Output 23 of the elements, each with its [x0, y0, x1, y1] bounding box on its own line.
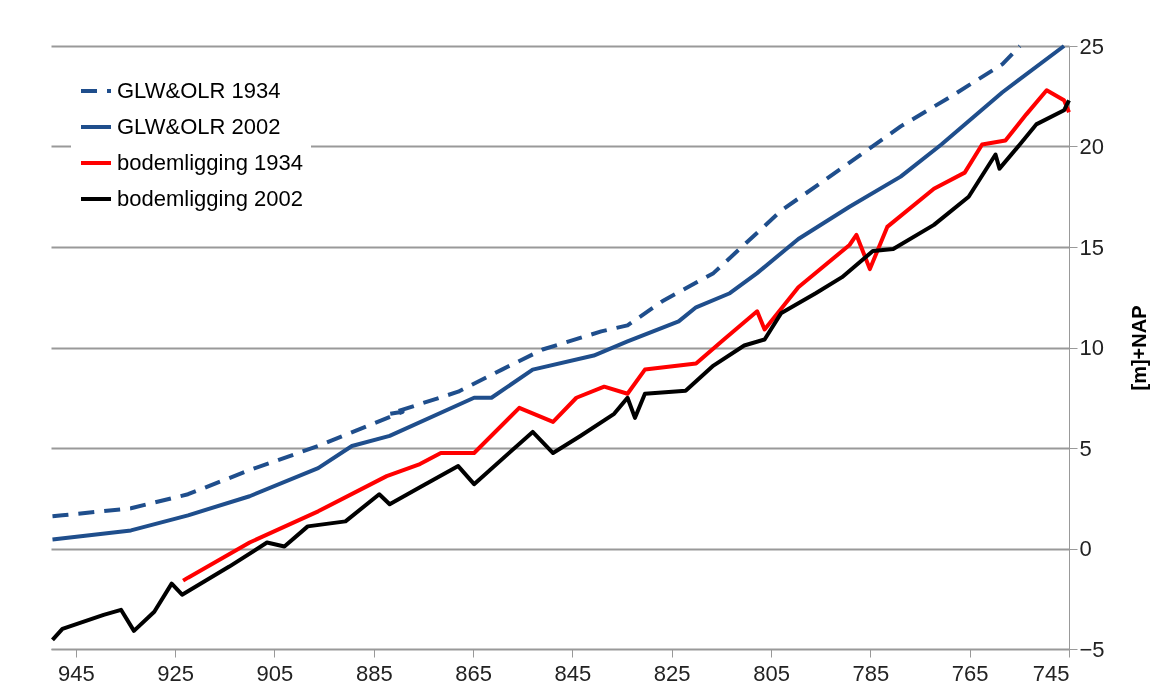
y-tick-label: 20 [1079, 134, 1104, 159]
y-tick-label: 0 [1079, 536, 1092, 561]
y-tick-label: 5 [1079, 435, 1092, 461]
y-tick-label: 10 [1079, 335, 1104, 360]
x-tick-label: 745 [1032, 660, 1070, 686]
x-tick-label: 945 [57, 660, 95, 686]
y-tick-label: −5 [1079, 636, 1105, 662]
x-tick-label: 905 [256, 660, 294, 686]
x-tick-label: 805 [753, 660, 790, 686]
legend-label: bodemligging 2002 [117, 186, 303, 211]
x-tick-label: 865 [455, 660, 492, 686]
legend-label: bodemligging 1934 [117, 150, 303, 175]
x-tick-label: 825 [653, 660, 691, 686]
legend-label: GLW&OLR 1934 [117, 78, 281, 103]
y-tick-label: 25 [1079, 33, 1104, 59]
x-tick-label: 765 [951, 660, 989, 686]
legend-label: GLW&OLR 2002 [117, 114, 281, 139]
y-tick-label: 15 [1079, 234, 1104, 260]
x-tick-label: 845 [554, 660, 592, 686]
x-tick-label: 785 [852, 660, 890, 686]
y-axis-title: [m]+NAP [1127, 305, 1150, 391]
x-tick-label: 925 [157, 660, 195, 686]
x-tick-label: 885 [355, 660, 393, 686]
